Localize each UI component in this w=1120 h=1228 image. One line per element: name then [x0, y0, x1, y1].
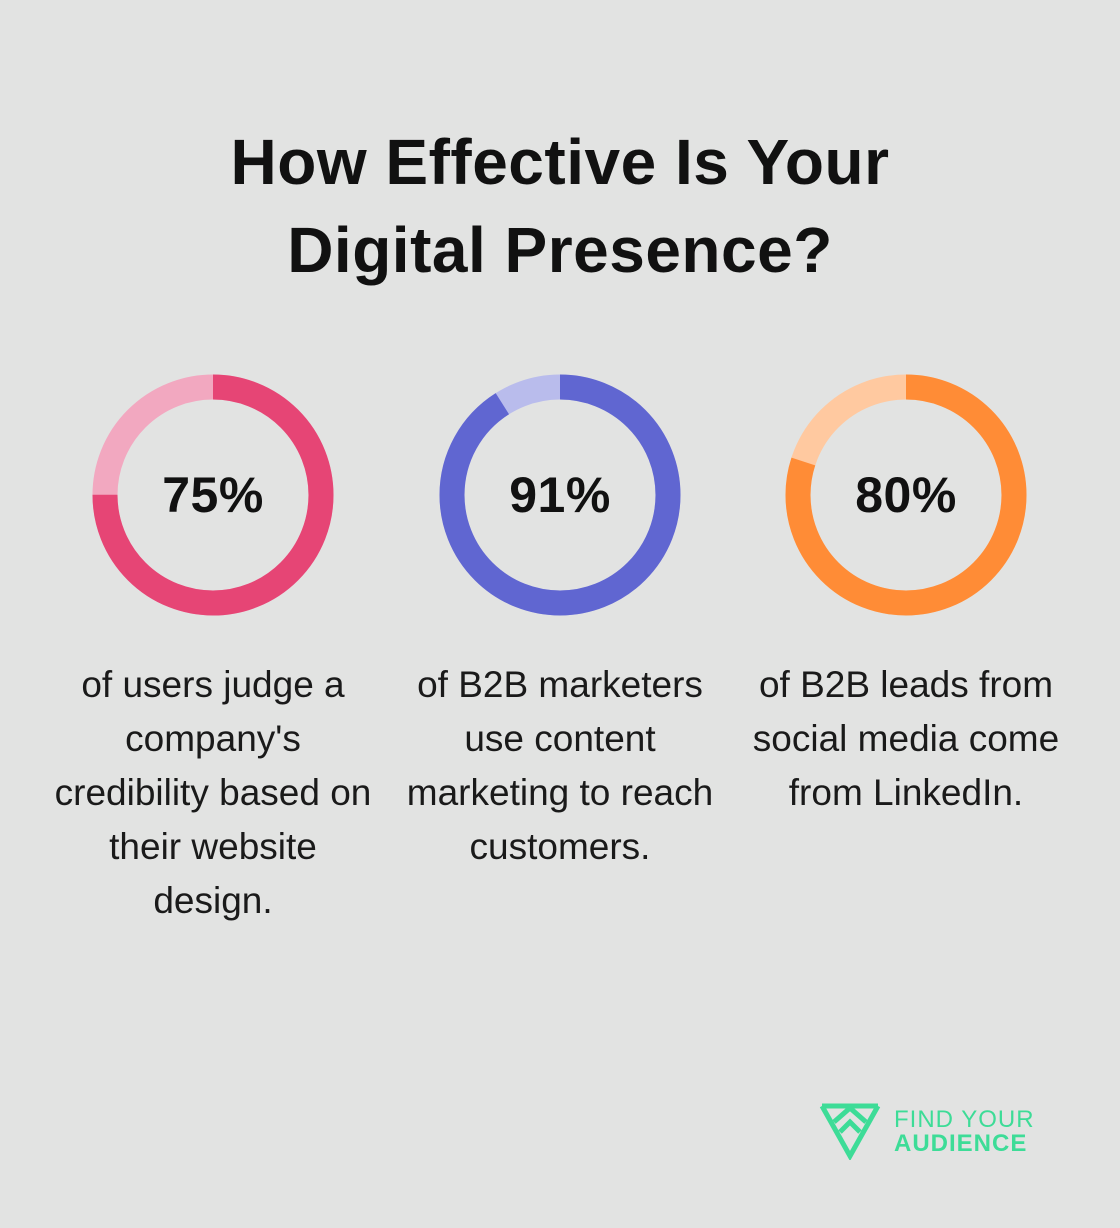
stat-description-2: of B2B marketers use content marketing t…	[406, 664, 714, 867]
title-line-2: Digital Presence?	[287, 214, 833, 286]
page-title: How Effective Is Your Digital Presence?	[0, 118, 1120, 294]
brand-logo-icon	[819, 1103, 881, 1160]
stat-description-3: of B2B leads from social media come from…	[752, 664, 1060, 813]
donut-chart-1: 75%	[90, 372, 336, 618]
stat-percentage-1: 75%	[162, 467, 264, 523]
title-line-1: How Effective Is Your	[230, 126, 890, 198]
donut-svg-3	[785, 374, 1027, 616]
donut-arc-2	[439, 374, 681, 616]
donut-chart-3: 80%	[783, 372, 1029, 618]
brand-name-line-1: FIND YOUR	[894, 1106, 1035, 1133]
donut-arc-3	[785, 374, 1027, 616]
donut-svg-1	[92, 374, 334, 616]
donut-svg-2	[439, 374, 681, 616]
stat-percentage-3: 80%	[855, 467, 957, 523]
stat-card-2: 91% of B2B marketers use content marketi…	[400, 372, 720, 874]
donut-chart-2: 91%	[437, 372, 683, 618]
donut-arc-1	[92, 374, 334, 616]
stat-percentage-2: 91%	[509, 467, 611, 523]
stat-description-1: of users judge a company's credibility b…	[54, 664, 372, 921]
brand-name-line-2: AUDIENCE	[894, 1130, 1028, 1157]
stat-card-3: 80% of B2B leads from social media come …	[746, 372, 1066, 820]
stat-card-1: 75% of users judge a company's credibili…	[53, 372, 373, 928]
